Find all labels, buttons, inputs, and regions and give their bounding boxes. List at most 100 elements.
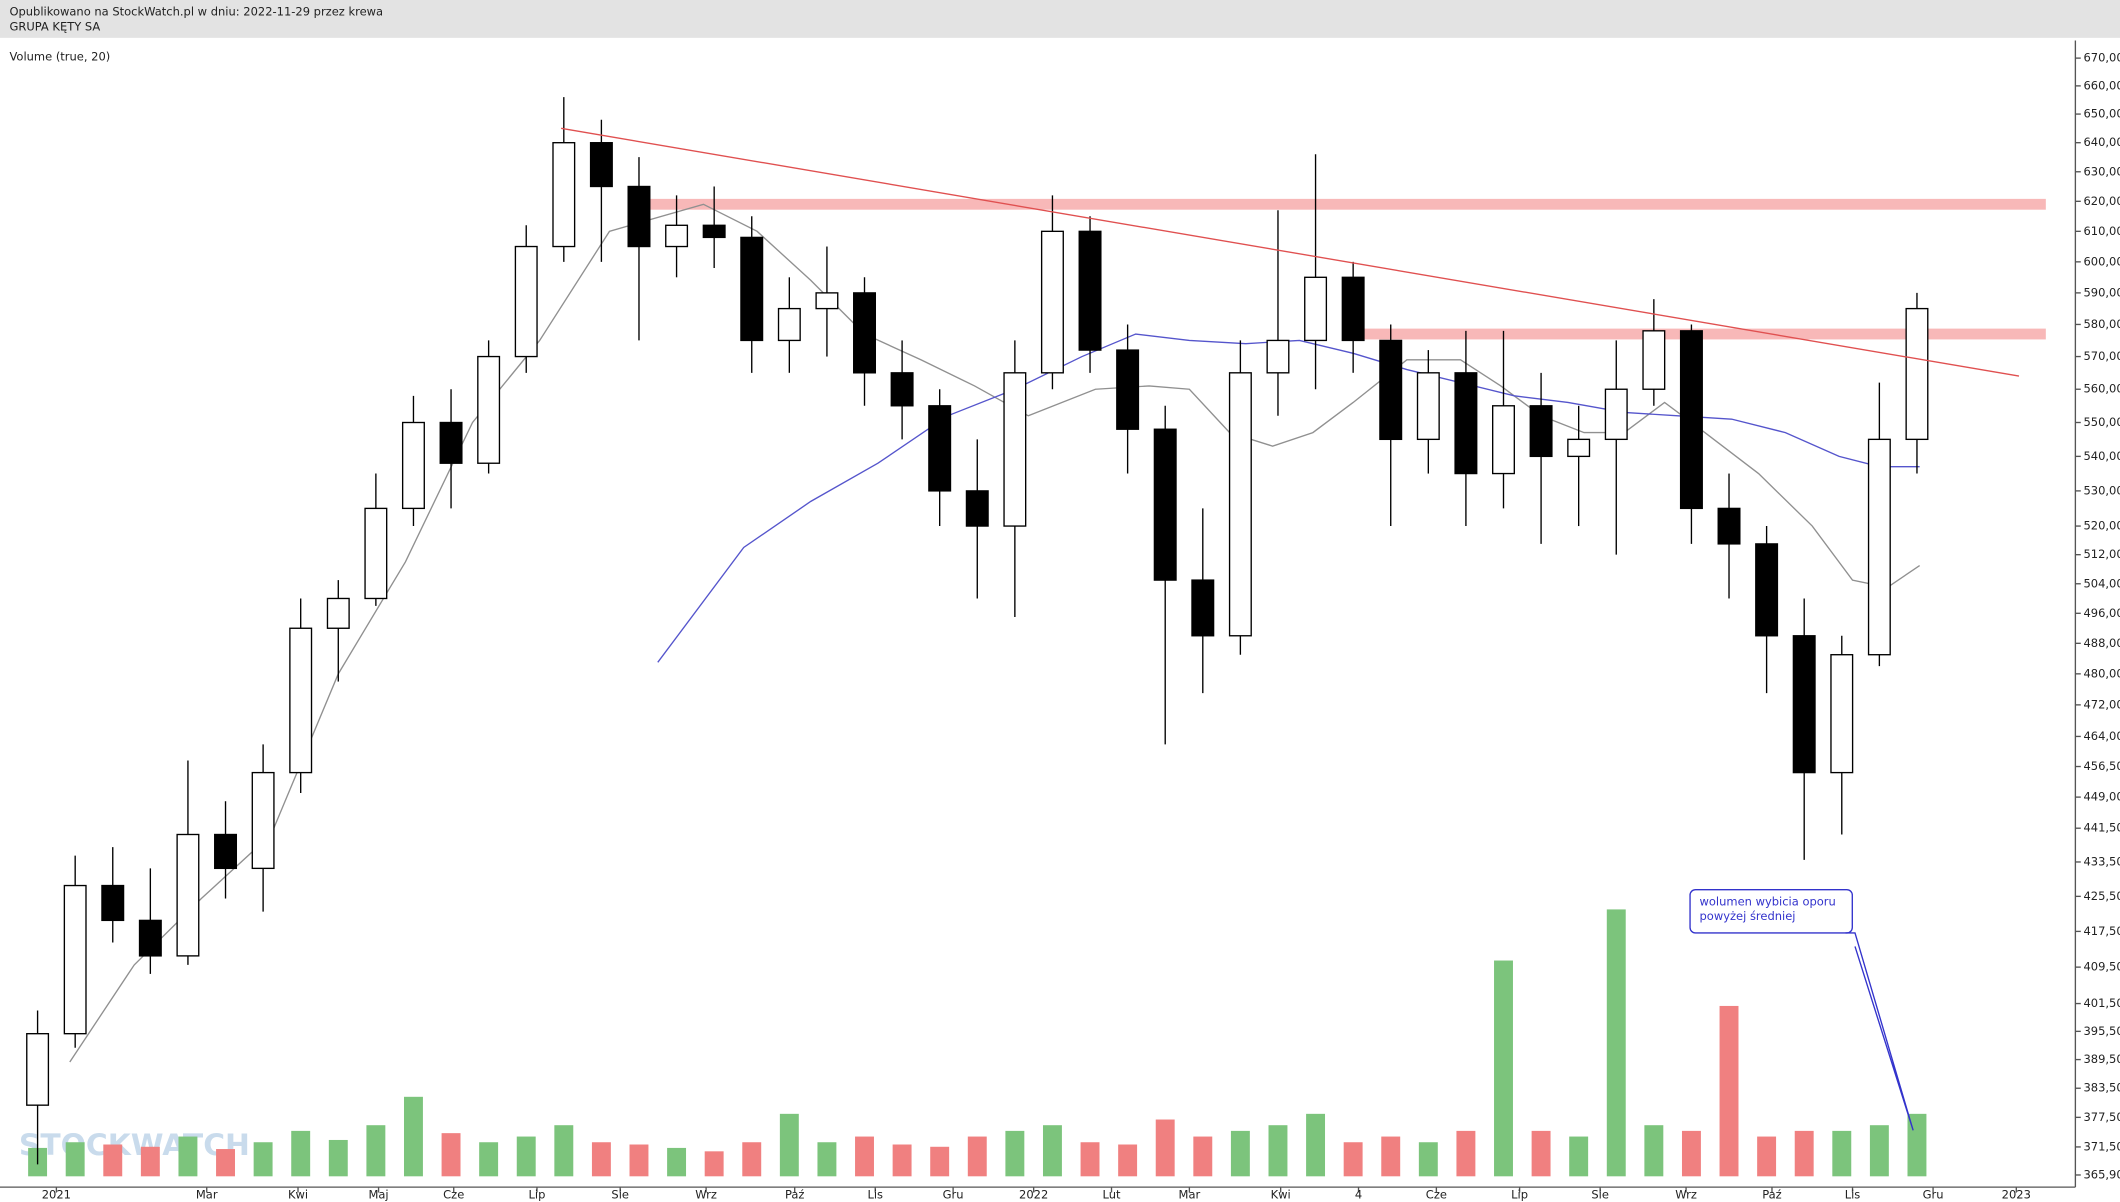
callout-arrow xyxy=(1845,932,1914,1131)
candle-body xyxy=(1191,579,1215,637)
y-tick-label: 640,00 xyxy=(2083,135,2120,149)
volume-bar xyxy=(1757,1136,1777,1177)
trendline xyxy=(561,127,2020,377)
candle-body xyxy=(26,1033,50,1106)
x-tick-label: 2023 xyxy=(2002,1188,2031,1202)
y-tick-label: 377,50 xyxy=(2083,1110,2120,1124)
x-tick-label: Mar xyxy=(1179,1188,1201,1202)
volume-bar xyxy=(1456,1130,1476,1177)
x-tick-label: Sie xyxy=(1591,1188,1609,1202)
y-tick-label: 670,00 xyxy=(2083,51,2120,65)
y-tick-label: 401,50 xyxy=(2083,996,2120,1010)
candle-body xyxy=(138,919,162,957)
y-tick-label: 371,50 xyxy=(2083,1139,2120,1153)
candle-body xyxy=(401,421,425,510)
indicator-label: Volume (true, 20) xyxy=(9,49,110,63)
candle-body xyxy=(1755,543,1779,637)
candle-body xyxy=(777,307,801,342)
moving-average xyxy=(657,333,1920,663)
candle-body xyxy=(815,292,839,310)
candle-body xyxy=(1003,372,1027,527)
header: Opublikowano na StockWatch.pl w dniu: 20… xyxy=(9,5,383,34)
candle-body xyxy=(1153,428,1177,581)
x-tick-label: Kwi xyxy=(1271,1188,1291,1202)
candle-body xyxy=(1116,349,1140,430)
y-tick-label: 365,90 xyxy=(2083,1167,2120,1181)
y-tick-label: 425,50 xyxy=(2083,889,2120,903)
volume-bar xyxy=(479,1142,499,1177)
volume-bar xyxy=(291,1130,311,1177)
header-bar xyxy=(0,0,2120,38)
candle-body xyxy=(702,224,726,239)
y-tick-label: 520,00 xyxy=(2083,519,2120,533)
volume-bar xyxy=(1606,909,1626,1177)
candle-body xyxy=(326,597,350,629)
callout-box xyxy=(1689,888,1853,934)
candle-body xyxy=(364,507,388,600)
volume-bar xyxy=(1794,1130,1814,1177)
y-tick-label: 512,00 xyxy=(2083,547,2120,561)
candle-body xyxy=(514,245,538,358)
volume-bar xyxy=(403,1096,423,1177)
y-tick-label: 660,00 xyxy=(2083,78,2120,92)
candle-body xyxy=(477,355,501,464)
x-tick-label: Lut xyxy=(1103,1188,1121,1202)
volume-bar xyxy=(742,1142,762,1177)
x-tick-label: Lip xyxy=(1511,1188,1528,1202)
callout-text: wolumen wybicia oporu xyxy=(1700,894,1836,908)
volume-bar xyxy=(1681,1130,1701,1177)
y-tick-label: 540,00 xyxy=(2083,449,2120,463)
volume-bar xyxy=(667,1147,687,1177)
volume-bar xyxy=(1343,1142,1363,1177)
volume-bar xyxy=(629,1144,649,1177)
candle-body xyxy=(439,421,463,464)
candle-body xyxy=(665,224,689,248)
volume-bar xyxy=(1418,1142,1438,1177)
x-tick-label: Wrz xyxy=(695,1188,717,1202)
x-tick-label: 4 xyxy=(1355,1188,1362,1202)
y-tick-label: 610,00 xyxy=(2083,224,2120,238)
x-tick-label: Cze xyxy=(443,1188,464,1202)
candle-body xyxy=(214,833,238,870)
y-tick-label: 472,00 xyxy=(2083,697,2120,711)
candle-body xyxy=(1792,635,1816,774)
x-tick-label: Maj xyxy=(368,1188,388,1202)
resistance-zone xyxy=(636,198,2046,210)
volume-bar xyxy=(1118,1144,1138,1177)
x-tick-label: Kwi xyxy=(288,1188,308,1202)
y-tick-label: 464,00 xyxy=(2083,729,2120,743)
candle-body xyxy=(1830,654,1854,774)
volume-bar xyxy=(178,1136,198,1177)
volume-bar xyxy=(1531,1130,1551,1177)
x-tick-label: Wrz xyxy=(1675,1188,1697,1202)
x-tick-label: Cze xyxy=(1426,1188,1447,1202)
volume-bar xyxy=(1644,1125,1664,1177)
candle-body xyxy=(1492,405,1515,475)
volume-bar xyxy=(892,1144,912,1177)
volume-bar xyxy=(591,1142,611,1177)
candle-body xyxy=(1717,507,1741,545)
volume-bar xyxy=(554,1125,574,1177)
volume-bar xyxy=(366,1125,386,1177)
y-tick-label: 480,00 xyxy=(2083,666,2120,680)
volume-bar xyxy=(1719,1005,1739,1177)
y-tick-label: 456,50 xyxy=(2083,759,2120,773)
candle-body xyxy=(1642,330,1666,390)
candle-body xyxy=(289,627,313,774)
y-tick-label: 570,00 xyxy=(2083,349,2120,363)
candle-body xyxy=(627,185,651,248)
volume-bar xyxy=(855,1136,874,1177)
y-tick-label: 630,00 xyxy=(2083,164,2120,178)
volume-bar xyxy=(1306,1113,1326,1177)
candle-body xyxy=(176,833,200,957)
volume-bar xyxy=(1005,1130,1025,1177)
volume-bar xyxy=(1155,1119,1175,1177)
y-tick-label: 504,00 xyxy=(2083,576,2120,590)
candle-body xyxy=(890,372,914,407)
y-tick-label: 550,00 xyxy=(2083,415,2120,429)
y-tick-label: 650,00 xyxy=(2083,107,2120,121)
candle-body xyxy=(101,884,125,922)
volume-bar xyxy=(967,1136,987,1177)
candle-body xyxy=(1304,276,1328,342)
